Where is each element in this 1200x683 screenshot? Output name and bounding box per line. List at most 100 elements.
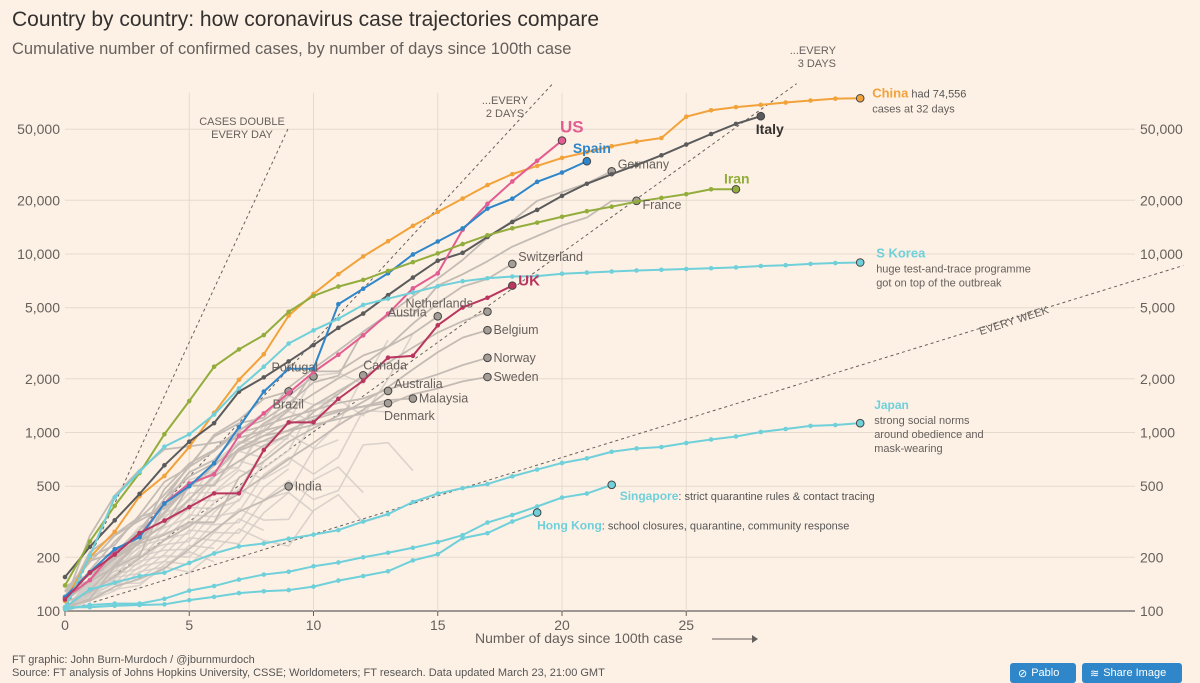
- series-point-s-korea: [510, 274, 515, 279]
- series-end-marker-netherlands: [483, 307, 492, 317]
- series-line-australia: [64, 390, 389, 604]
- series-point-hong-kong: [211, 594, 217, 600]
- series-point-italy: [634, 162, 639, 168]
- series-point-singapore: [211, 583, 217, 589]
- series-point-singapore: [584, 491, 590, 496]
- series-point-s-korea: [708, 265, 714, 271]
- series-label-brazil: Brazil: [273, 397, 304, 411]
- series-point-iran: [336, 284, 341, 289]
- series-point-singapore: [510, 512, 515, 518]
- series-point-singapore: [186, 588, 192, 593]
- series-point-hong-kong: [137, 602, 142, 608]
- series-point-china: [261, 351, 267, 357]
- skorea-note: huge test-and-trace programme: [876, 264, 1031, 276]
- series-point-china: [186, 444, 192, 450]
- series-point-uk: [211, 491, 217, 496]
- x-tick-label: 15: [430, 617, 446, 633]
- reference-label: 3 DAYS: [798, 58, 836, 70]
- share-image-button[interactable]: ≋ Share Image: [1082, 663, 1182, 683]
- series-point-china: [336, 271, 341, 277]
- series-point-italy: [87, 544, 93, 550]
- series-point-japan: [733, 434, 739, 439]
- series-end-marker-singapore: [607, 480, 617, 490]
- series-point-iran: [410, 259, 416, 265]
- series-point-s-korea: [833, 260, 838, 266]
- series-point-s-korea: [584, 270, 590, 275]
- series-point-italy: [460, 250, 465, 256]
- series-point-s-korea: [385, 296, 391, 301]
- series-point-italy: [683, 142, 689, 147]
- japan-note: mask-wearing: [874, 443, 942, 455]
- series-point-hong-kong: [360, 573, 366, 579]
- series-point-italy: [137, 491, 142, 497]
- series-point-hong-kong: [162, 602, 167, 607]
- series-point-china: [460, 196, 465, 201]
- x-axis-label: Number of days since 100th case: [475, 630, 683, 646]
- series-point-italy: [534, 207, 540, 213]
- series-point-uk: [360, 378, 366, 384]
- pablo-button[interactable]: ⊘ Pablo: [1010, 663, 1076, 683]
- y-axis: 100 100 200 200 500 500 1,000 1,000 2,000 2,000 5,…: [17, 121, 1183, 619]
- series-point-uk: [286, 420, 291, 425]
- series-point-uk: [460, 305, 465, 310]
- series-point-uk: [435, 323, 441, 328]
- y-tick-label-left: 2,000: [25, 371, 60, 387]
- y-tick-label-left: 20,000: [17, 192, 60, 208]
- series-point-italy: [62, 574, 68, 580]
- footer-credit: FT graphic: John Burn-Murdoch / @jburnmu…: [12, 654, 255, 666]
- footer-source: Source: FT analysis of Johns Hopkins Uni…: [12, 667, 605, 679]
- series-point-china: [683, 114, 689, 120]
- series-end-marker-norway: [483, 353, 492, 363]
- series-end-marker-italy: [756, 111, 766, 121]
- series-point-s-korea: [609, 269, 614, 274]
- series-point-uk: [236, 491, 242, 496]
- series-point-uk: [87, 570, 93, 575]
- series-end-marker-belgium: [483, 325, 492, 335]
- series-label-sweden: Sweden: [493, 370, 538, 384]
- series-end-marker-sweden: [483, 372, 492, 382]
- chart-title: Country by country: how coronavirus case…: [12, 8, 600, 31]
- series-point-s-korea: [162, 444, 167, 449]
- series-point-spain: [112, 546, 117, 552]
- series-point-spain: [360, 286, 366, 292]
- background-country-line: [64, 544, 215, 612]
- series-end-marker-denmark: [383, 398, 393, 408]
- series-point-hong-kong: [435, 551, 441, 557]
- series-line-sweden: [64, 376, 488, 588]
- series-line-hong-kong: [65, 511, 538, 609]
- series-point-uk: [385, 355, 391, 360]
- series-label-austria: Austria: [388, 305, 427, 319]
- series-point-singapore: [311, 564, 316, 569]
- reference-label: 2 DAYS: [486, 108, 524, 120]
- series-point-iran: [112, 503, 117, 509]
- series-point-iran: [659, 195, 664, 201]
- series-point-s-korea: [87, 553, 93, 559]
- series-end-marker-spain: [582, 156, 592, 166]
- series-point-spain: [311, 366, 316, 372]
- reference-label: EVERY WEEK: [978, 304, 1051, 338]
- series-point-spain: [559, 170, 565, 175]
- y-tick-label-right: 1,000: [1140, 425, 1175, 441]
- series-point-china: [360, 254, 366, 259]
- series-point-hong-kong: [261, 588, 267, 594]
- series-point-japan: [410, 499, 416, 505]
- series-layer: [62, 93, 865, 612]
- series-point-s-korea: [634, 268, 639, 273]
- background-country-line: [64, 517, 265, 612]
- series-label-italy: Italy: [756, 121, 784, 137]
- series-point-us: [311, 369, 316, 375]
- series-point-china: [584, 149, 590, 155]
- series-point-japan: [534, 467, 540, 472]
- series-point-singapore: [360, 554, 366, 560]
- series-point-china: [534, 163, 540, 169]
- series-end-marker-india: [284, 482, 293, 491]
- series-point-italy: [559, 193, 565, 199]
- series-label-denmark: Denmark: [384, 409, 435, 423]
- series-point-iran: [510, 225, 515, 231]
- series-point-japan: [236, 544, 242, 549]
- series-label-singapore: Singapore: strict quarantine rules & con…: [620, 489, 875, 503]
- series-point-japan: [211, 551, 217, 556]
- series-point-singapore: [261, 572, 267, 577]
- y-tick-label-left: 100: [37, 603, 61, 619]
